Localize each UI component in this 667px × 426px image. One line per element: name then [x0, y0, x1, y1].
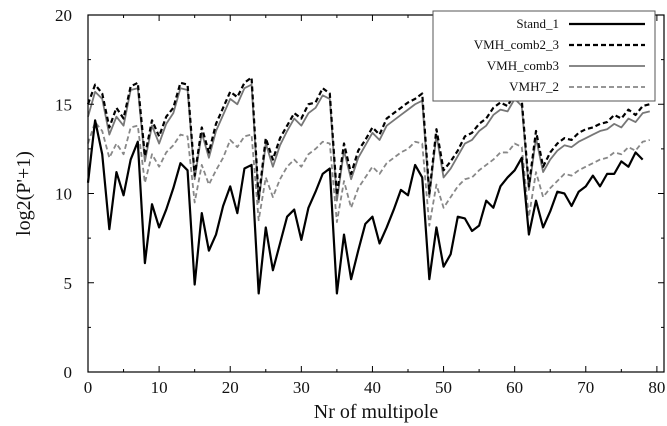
y-tick-label: 10 — [55, 185, 72, 204]
legend-label: Stand_1 — [516, 16, 559, 31]
x-tick-label: 40 — [364, 378, 381, 397]
x-tick-label: 60 — [506, 378, 523, 397]
plot-lines — [86, 76, 651, 295]
legend-box — [432, 10, 656, 102]
series-line-vmh7-2 — [87, 121, 650, 227]
y-tick-label: 20 — [55, 6, 72, 25]
legend-label: VMH_comb2_3 — [474, 37, 559, 52]
y-tick-label: 0 — [64, 363, 73, 382]
y-tick-label: 15 — [55, 95, 72, 114]
series-line-vmh-comb2-3 — [86, 76, 651, 200]
y-axis-ticks: 0 5 10 15 20 — [55, 6, 664, 382]
series-line-vmh-comb3 — [87, 83, 650, 204]
legend-label: VMH_comb3 — [487, 58, 559, 73]
x-tick-label: 30 — [293, 378, 310, 397]
x-tick-label: 70 — [577, 378, 594, 397]
x-tick-label: 10 — [151, 378, 168, 397]
x-tick-label: 0 — [84, 378, 93, 397]
legend-label: VMH7_2 — [509, 79, 559, 94]
series-line-stand-1 — [86, 119, 644, 295]
y-tick-label: 5 — [64, 274, 73, 293]
x-axis-title: Nr of multipole — [314, 401, 439, 423]
x-tick-label: 80 — [648, 378, 665, 397]
x-axis-ticks: 0 10 20 30 40 50 60 70 80 — [84, 15, 665, 397]
x-tick-label: 20 — [222, 378, 239, 397]
legend: Stand_1 VMH_comb2_3 VMH_comb3 VMH7_2 — [432, 10, 656, 102]
y-axis-title: log2(P'+1) — [13, 151, 35, 236]
x-tick-label: 50 — [435, 378, 452, 397]
